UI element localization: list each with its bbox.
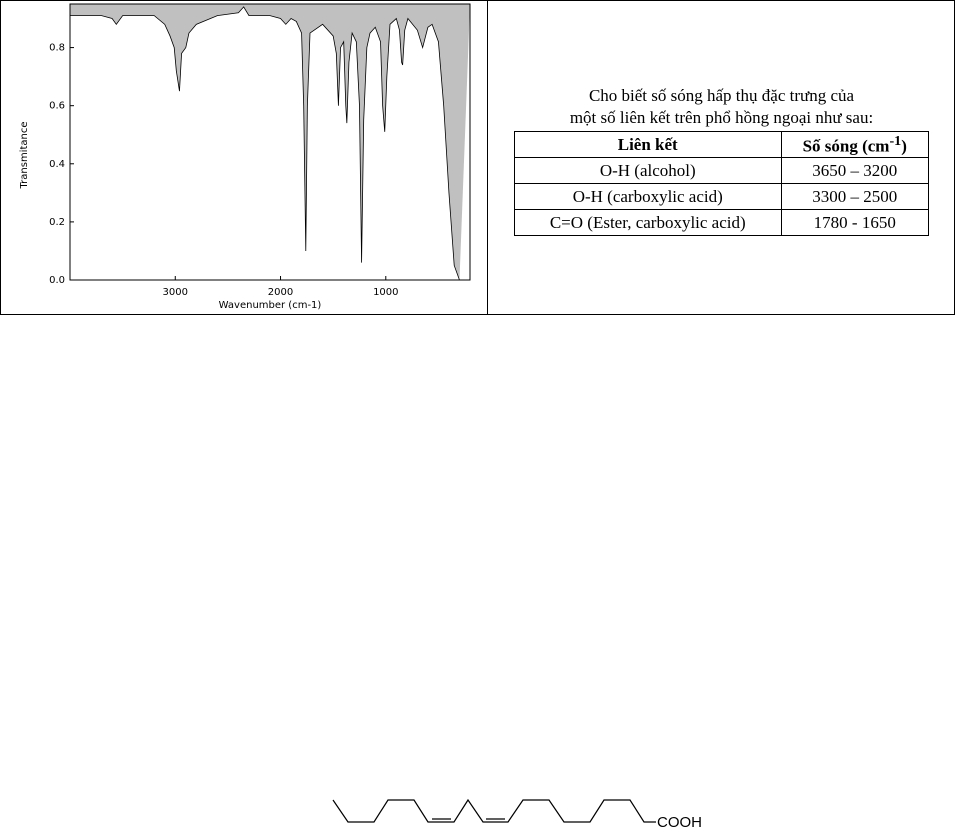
y-tick-label: 0.8 [49, 43, 65, 54]
structure: COOH [332, 798, 702, 831]
row: O-H (alcohol) 3650 – 3200 [514, 157, 929, 184]
y-tick-label: 0.6 [49, 101, 65, 112]
caption: Cho biết số sóng hấp thụ đặc trưng của [588, 86, 855, 105]
y-tick-label: 0.0 [49, 275, 65, 286]
x-label: Wavenumber (cm-1) [219, 300, 322, 311]
area [70, 4, 470, 280]
header-cell: Liên kết [514, 131, 782, 158]
row: O-H (carboxylic acid) 3300 – 2500 [514, 183, 929, 210]
y-label: Transmitance [19, 122, 30, 190]
row: C=O (Ester, carboxylic acid) 1780 - 1650 [514, 209, 929, 236]
x-tick-label: 3000 [163, 287, 188, 298]
cell: O-H (carboxylic acid) [514, 183, 782, 210]
text: -1 [889, 132, 902, 149]
chart: Transmitance Wavenumber (cm-1) 0.0 0.2 0.4… [19, 3, 471, 311]
text: Số sóng (cm [802, 136, 890, 156]
divider [487, 0, 488, 315]
cell: O-H (alcohol) [514, 157, 782, 184]
cell: 3650 – 3200 [780, 157, 929, 184]
line [70, 6, 460, 281]
header-cell: Số sóng (cm-1) [780, 131, 929, 158]
y-tick-label: 0.2 [49, 217, 65, 228]
cell: 1780 - 1650 [780, 209, 929, 236]
y-tick-label: 0.4 [49, 159, 65, 170]
cell: C=O (Ester, carboxylic acid) [514, 209, 782, 236]
x-tick-label: 2000 [268, 287, 293, 298]
plot-frame [69, 3, 471, 281]
caption: một số liên kết trên phổ hồng ngoại như … [569, 108, 874, 127]
cell: 3300 – 2500 [780, 183, 929, 210]
x-tick-label: 1000 [373, 287, 398, 298]
table: Liên kết Số sóng (cm-1) O-H (alcohol) 365… [514, 131, 929, 236]
structure-label: COOH [657, 814, 702, 831]
text: ) [901, 136, 907, 156]
